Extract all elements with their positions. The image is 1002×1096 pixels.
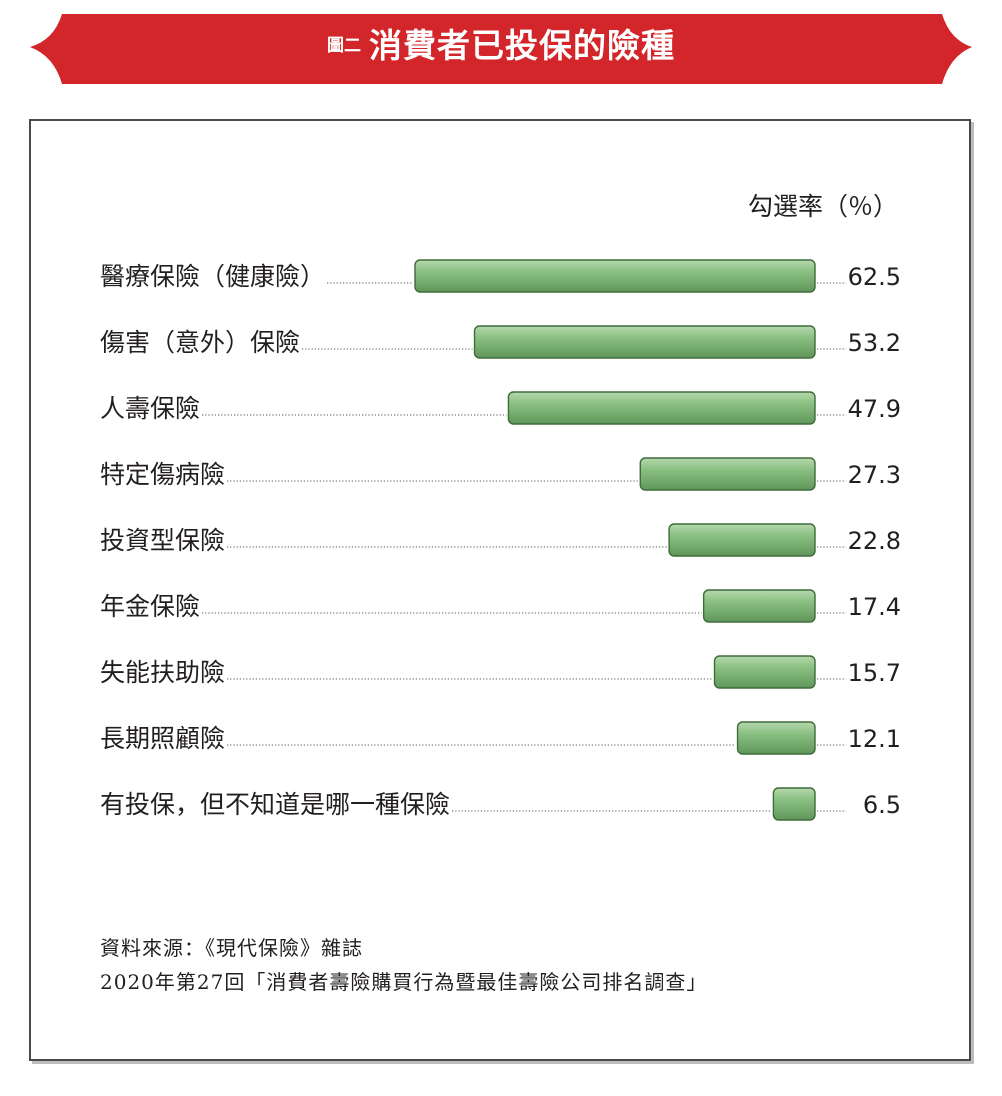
value-label: 15.7 [848,659,901,687]
banner-title: 圖二 消費者已投保的險種 [0,18,1002,80]
category-label: 長期照顧險 [100,724,225,753]
bars-group: 醫療保險（健康險） 62.5 傷害（意外）保險 53.2 人壽保險 47.9 特定傷病險 27… [100,259,901,821]
source-line-2: 2020年第27回「消費者壽險購買行為暨最佳壽險公司排名調查」 [100,970,708,994]
unit-label: 勾選率（％） [748,192,898,221]
bar [713,655,816,689]
category-label: 醫療保險（健康險） [100,262,325,291]
value-label: 17.4 [848,593,901,621]
bar [473,325,816,359]
bar [507,391,816,425]
value-label: 62.5 [848,263,901,291]
bar [639,457,816,491]
value-label: 22.8 [848,527,901,555]
value-label: 12.1 [848,725,901,753]
bar [772,787,816,821]
category-label: 人壽保險 [100,394,200,423]
banner-shape [30,14,972,84]
figure-label: 圖二 [327,36,361,56]
chart-title: 消費者已投保的險種 [369,26,675,65]
category-label: 年金保險 [100,592,200,621]
bar [414,259,816,293]
value-label: 27.3 [848,461,901,489]
category-label: 有投保，但不知道是哪一種保險 [100,790,450,819]
value-label: 6.5 [863,791,901,819]
category-label: 投資型保險 [100,526,225,555]
bar [668,523,816,557]
title-banner [30,14,972,84]
value-label: 53.2 [848,329,901,357]
category-label: 失能扶助險 [100,658,225,687]
source-line-1: 資料來源：《現代保險》雜誌 [100,936,363,960]
value-label: 47.9 [848,395,901,423]
bar [702,589,816,623]
category-label: 傷害（意外）保險 [100,328,300,357]
category-label: 特定傷病險 [100,460,225,489]
bar [736,721,816,755]
